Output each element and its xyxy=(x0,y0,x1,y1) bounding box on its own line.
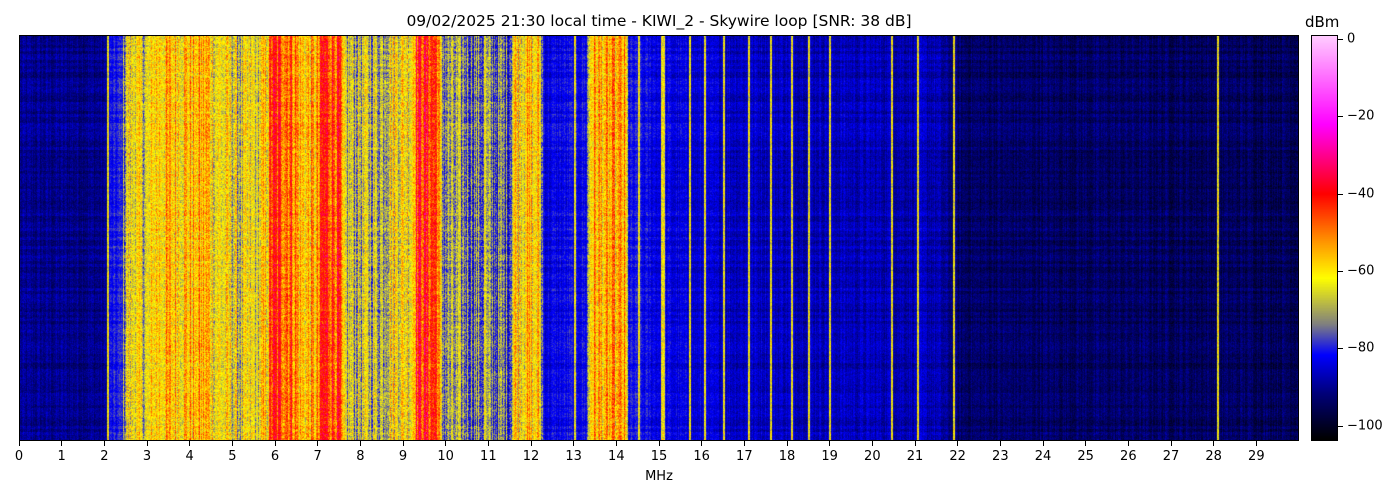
x-tick xyxy=(317,441,319,446)
x-tick xyxy=(871,441,873,446)
x-tick-label: 28 xyxy=(1205,449,1222,464)
x-tick-label: 29 xyxy=(1248,449,1265,464)
x-tick xyxy=(18,441,20,446)
x-tick-label: 3 xyxy=(142,449,152,464)
x-tick xyxy=(189,441,191,446)
x-tick-label: 10 xyxy=(437,449,454,464)
colorbar-tick-label: −60 xyxy=(1347,263,1375,279)
x-tick xyxy=(786,441,788,446)
x-tick-label: 25 xyxy=(1077,449,1094,464)
x-tick xyxy=(402,441,404,446)
x-tick xyxy=(146,441,148,446)
waterfall-heatmap xyxy=(20,36,1298,440)
colorbar-tick-label: −100 xyxy=(1347,418,1383,434)
colorbar xyxy=(1311,35,1338,441)
colorbar-tick-label: 0 xyxy=(1347,31,1356,47)
x-tick-label: 21 xyxy=(906,449,924,464)
x-tick xyxy=(445,441,447,446)
x-tick-label: 4 xyxy=(185,449,194,464)
x-tick-label: 2 xyxy=(100,449,109,464)
colorbar-tick xyxy=(1338,193,1343,195)
x-tick-label: 13 xyxy=(565,449,582,464)
x-tick xyxy=(829,441,831,446)
colorbar-tick-label: −80 xyxy=(1347,340,1375,356)
x-tick xyxy=(957,441,959,446)
x-tick-label: 6 xyxy=(270,449,280,464)
x-tick xyxy=(999,441,1001,446)
x-tick xyxy=(1042,441,1044,446)
x-tick-label: 8 xyxy=(356,449,365,464)
colorbar-tick xyxy=(1338,116,1343,118)
colorbar-tick xyxy=(1338,270,1343,272)
x-tick-label: 5 xyxy=(228,449,237,464)
x-tick xyxy=(530,441,532,446)
x-tick xyxy=(743,441,745,446)
x-tick-label: 27 xyxy=(1162,449,1180,464)
x-tick xyxy=(573,441,575,446)
x-tick-label: 20 xyxy=(864,449,881,464)
x-tick-label: 9 xyxy=(398,449,408,464)
x-tick-label: 0 xyxy=(14,449,24,464)
x-tick-label: 15 xyxy=(650,449,668,464)
x-tick xyxy=(1127,441,1129,446)
x-tick-label: 26 xyxy=(1120,449,1137,464)
x-axis-label: MHz xyxy=(645,469,673,484)
plot-area xyxy=(19,35,1299,441)
x-tick xyxy=(61,441,63,446)
colorbar-tick xyxy=(1338,38,1343,40)
x-tick xyxy=(1085,441,1087,446)
chart-title: 09/02/2025 21:30 local time - KIWI_2 - S… xyxy=(406,12,912,30)
x-tick xyxy=(1170,441,1172,446)
x-tick xyxy=(615,441,617,446)
x-tick xyxy=(231,441,233,446)
x-tick xyxy=(103,441,105,446)
x-tick xyxy=(701,441,703,446)
colorbar-tick xyxy=(1338,348,1343,350)
x-tick-label: 1 xyxy=(57,449,66,464)
x-tick xyxy=(1255,441,1257,446)
x-tick xyxy=(1213,441,1215,446)
x-tick-label: 14 xyxy=(608,449,625,464)
colorbar-label: dBm xyxy=(1305,13,1340,31)
x-tick-label: 7 xyxy=(313,449,322,464)
x-tick xyxy=(487,441,489,446)
x-tick-label: 19 xyxy=(821,449,838,464)
colorbar-tick xyxy=(1338,425,1343,427)
x-tick xyxy=(359,441,361,446)
x-tick-label: 24 xyxy=(1034,449,1052,464)
colorbar-tick-label: −20 xyxy=(1347,108,1375,124)
x-tick-label: 16 xyxy=(693,449,710,464)
x-tick xyxy=(658,441,660,446)
x-tick-label: 22 xyxy=(949,449,966,464)
x-tick-label: 11 xyxy=(480,449,497,464)
x-tick-label: 17 xyxy=(736,449,753,464)
x-tick-label: 12 xyxy=(522,449,540,464)
x-tick-label: 23 xyxy=(992,449,1009,464)
x-tick xyxy=(914,441,916,446)
x-tick xyxy=(274,441,276,446)
x-tick-label: 18 xyxy=(778,449,796,464)
colorbar-tick-label: −40 xyxy=(1347,186,1375,202)
